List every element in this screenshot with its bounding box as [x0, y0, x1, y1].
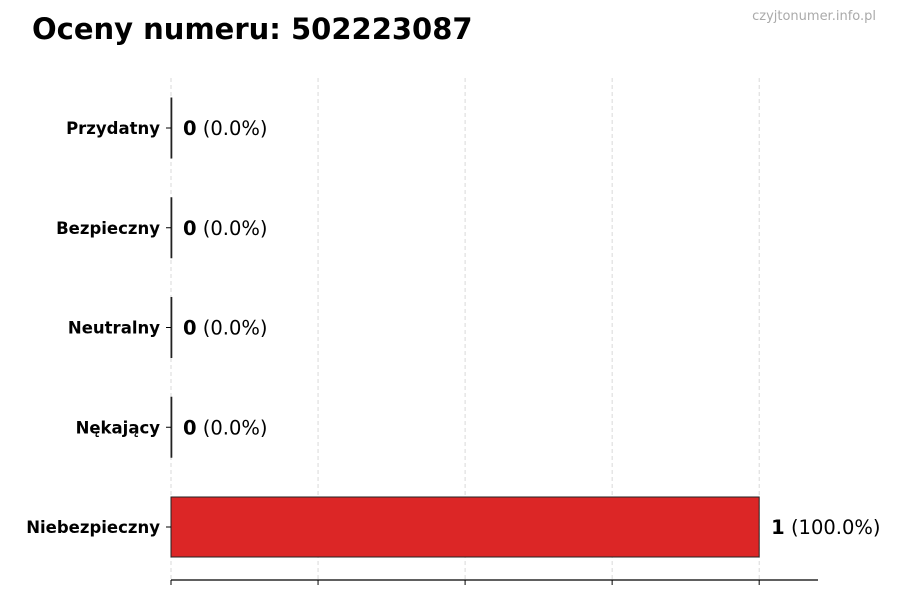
- value-label: 0 (0.0%): [183, 317, 268, 340]
- count: 1: [771, 516, 785, 539]
- category-label: Bezpieczny: [56, 219, 160, 238]
- bar: [170, 97, 173, 159]
- value-label: 1 (100.0%): [771, 516, 880, 539]
- bar: [170, 496, 760, 558]
- count: 0: [183, 416, 197, 439]
- bar: [170, 197, 173, 259]
- count: 0: [183, 117, 197, 140]
- watermark: czyjtonumer.info.pl: [752, 9, 876, 24]
- bar: [170, 396, 173, 458]
- percent: (0.0%): [197, 416, 268, 439]
- percent: (0.0%): [197, 117, 268, 140]
- category-label: Nękający: [76, 418, 161, 437]
- category-label: Przydatny: [66, 119, 160, 138]
- count: 0: [183, 217, 197, 240]
- value-label: 0 (0.0%): [183, 117, 268, 140]
- percent: (100.0%): [785, 516, 881, 539]
- value-label: 0 (0.0%): [183, 217, 268, 240]
- category-label: Niebezpieczny: [26, 518, 160, 537]
- percent: (0.0%): [197, 217, 268, 240]
- chart-title: Oceny numeru: 502223087: [32, 12, 473, 46]
- percent: (0.0%): [197, 317, 268, 340]
- value-label: 0 (0.0%): [183, 416, 268, 439]
- category-label: Neutralny: [68, 319, 160, 338]
- bar: [170, 297, 173, 358]
- count: 0: [183, 317, 197, 340]
